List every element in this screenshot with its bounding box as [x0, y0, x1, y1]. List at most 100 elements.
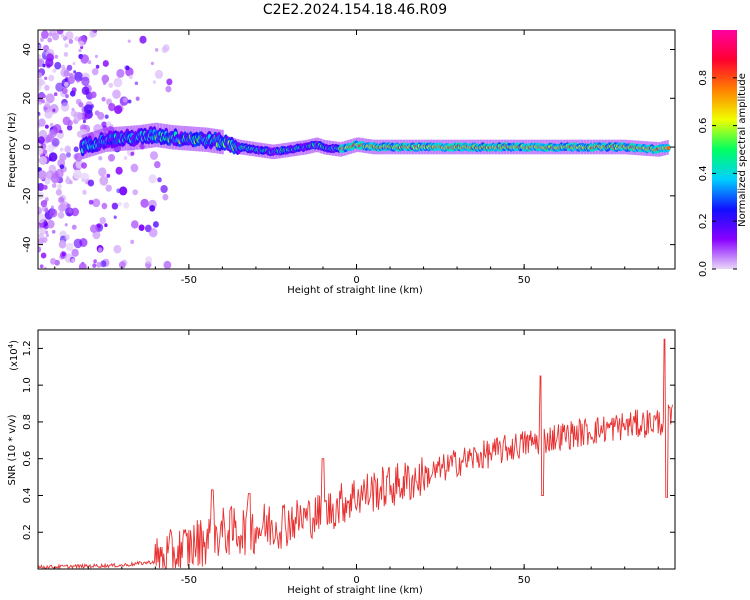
noise-cell — [82, 189, 87, 195]
noise-cell — [61, 87, 68, 95]
noise-cell — [40, 252, 47, 259]
noise-cell — [38, 59, 43, 68]
noise-cell — [81, 162, 87, 169]
colorbar-tick-label: 0.2 — [698, 213, 709, 229]
noise-cell — [98, 247, 103, 253]
noise-cell — [117, 202, 122, 207]
noise-cell — [135, 96, 140, 101]
noise-cell — [90, 224, 98, 233]
noise-cell — [82, 119, 86, 124]
noise-cell — [166, 78, 173, 86]
snr-multiplier-prefix: (x10 — [9, 348, 20, 371]
noise-cell — [64, 43, 69, 48]
x-tick-label: 0 — [353, 575, 359, 586]
noise-cell — [116, 68, 125, 78]
noise-cell — [54, 61, 62, 70]
noise-cell — [43, 266, 47, 269]
noise-cell — [52, 108, 56, 113]
x-tick-label: 50 — [518, 275, 531, 286]
noise-cell — [78, 40, 85, 47]
noise-cell — [63, 52, 69, 57]
noise-cell — [42, 63, 46, 68]
noise-cell — [71, 87, 77, 93]
noise-cell — [118, 261, 126, 269]
noise-cell — [60, 67, 69, 78]
noise-cell — [78, 262, 87, 269]
noise-cell — [66, 152, 71, 158]
noise-cell — [45, 124, 49, 129]
noise-cell — [44, 101, 51, 108]
noise-cell — [72, 61, 76, 66]
noise-cell — [71, 224, 77, 230]
colorbar-tick-label: 0.4 — [698, 165, 709, 181]
noise-cell — [152, 80, 156, 84]
noise-cell — [38, 54, 41, 59]
noise-cell — [55, 168, 64, 179]
noise-cell — [58, 240, 67, 249]
noise-cell — [49, 122, 54, 128]
noise-cell — [84, 116, 88, 121]
spectrogram-x-ticks: -50 0 50 — [54, 30, 659, 286]
noise-cell — [71, 258, 75, 263]
noise-cell — [52, 183, 57, 188]
y-tick-label: 0.6 — [22, 451, 33, 467]
noise-cell — [74, 152, 83, 162]
noise-cell — [55, 189, 63, 196]
noise-cell — [43, 184, 48, 190]
noise-cell — [64, 145, 71, 153]
noise-cell — [57, 211, 65, 219]
y-tick-label: 40 — [22, 43, 33, 56]
x-tick-label: -50 — [181, 275, 197, 286]
y-tick-label: 0.2 — [22, 524, 33, 540]
noise-cell — [76, 79, 80, 83]
noise-cell — [74, 36, 80, 42]
noise-cell — [130, 163, 139, 173]
noise-cell — [105, 121, 112, 128]
noise-cell — [49, 208, 58, 218]
noise-cell — [50, 258, 57, 265]
noise-cell — [42, 236, 48, 243]
noise-cell — [67, 76, 75, 85]
noise-cell — [66, 124, 73, 131]
noise-cell — [68, 208, 73, 214]
noise-cell — [73, 146, 79, 153]
noise-cell — [40, 200, 48, 208]
noise-cell — [38, 44, 43, 52]
noise-cell — [106, 173, 111, 178]
noise-cell — [90, 91, 97, 99]
noise-cell — [100, 260, 107, 268]
noise-cell — [114, 105, 123, 114]
noise-cell — [96, 261, 102, 268]
noise-cell — [150, 61, 154, 66]
noise-cell — [46, 133, 55, 142]
noise-cell — [53, 92, 58, 97]
noise-cell — [130, 151, 135, 156]
y-tick-label: 20 — [22, 92, 33, 105]
noise-cell — [66, 203, 71, 209]
noise-cell — [49, 30, 57, 36]
noise-cell — [87, 60, 92, 65]
noise-cell — [48, 152, 58, 162]
noise-cell — [73, 70, 77, 74]
noise-cell — [38, 213, 46, 224]
noise-cell — [38, 136, 45, 144]
y-tick-label: 1.2 — [22, 340, 33, 356]
noise-cell — [44, 109, 53, 119]
noise-cell — [56, 30, 64, 35]
noise-cell — [45, 233, 50, 238]
noise-cell — [38, 72, 43, 79]
noise-cell — [41, 30, 49, 39]
noise-cell — [92, 198, 101, 208]
noise-cell — [123, 156, 128, 160]
noise-cell — [104, 114, 109, 119]
x-tick-label: 0 — [353, 275, 359, 286]
colorbar-tick-label: 0.8 — [698, 70, 709, 86]
noise-cell — [47, 37, 52, 43]
noise-cell — [134, 81, 139, 86]
noise-cell — [112, 89, 121, 99]
snr-multiplier-exponent: 4 — [7, 343, 15, 348]
noise-cell — [38, 78, 44, 87]
noise-cell — [59, 153, 67, 162]
noise-cell — [64, 223, 68, 227]
noise-cell — [59, 129, 63, 134]
